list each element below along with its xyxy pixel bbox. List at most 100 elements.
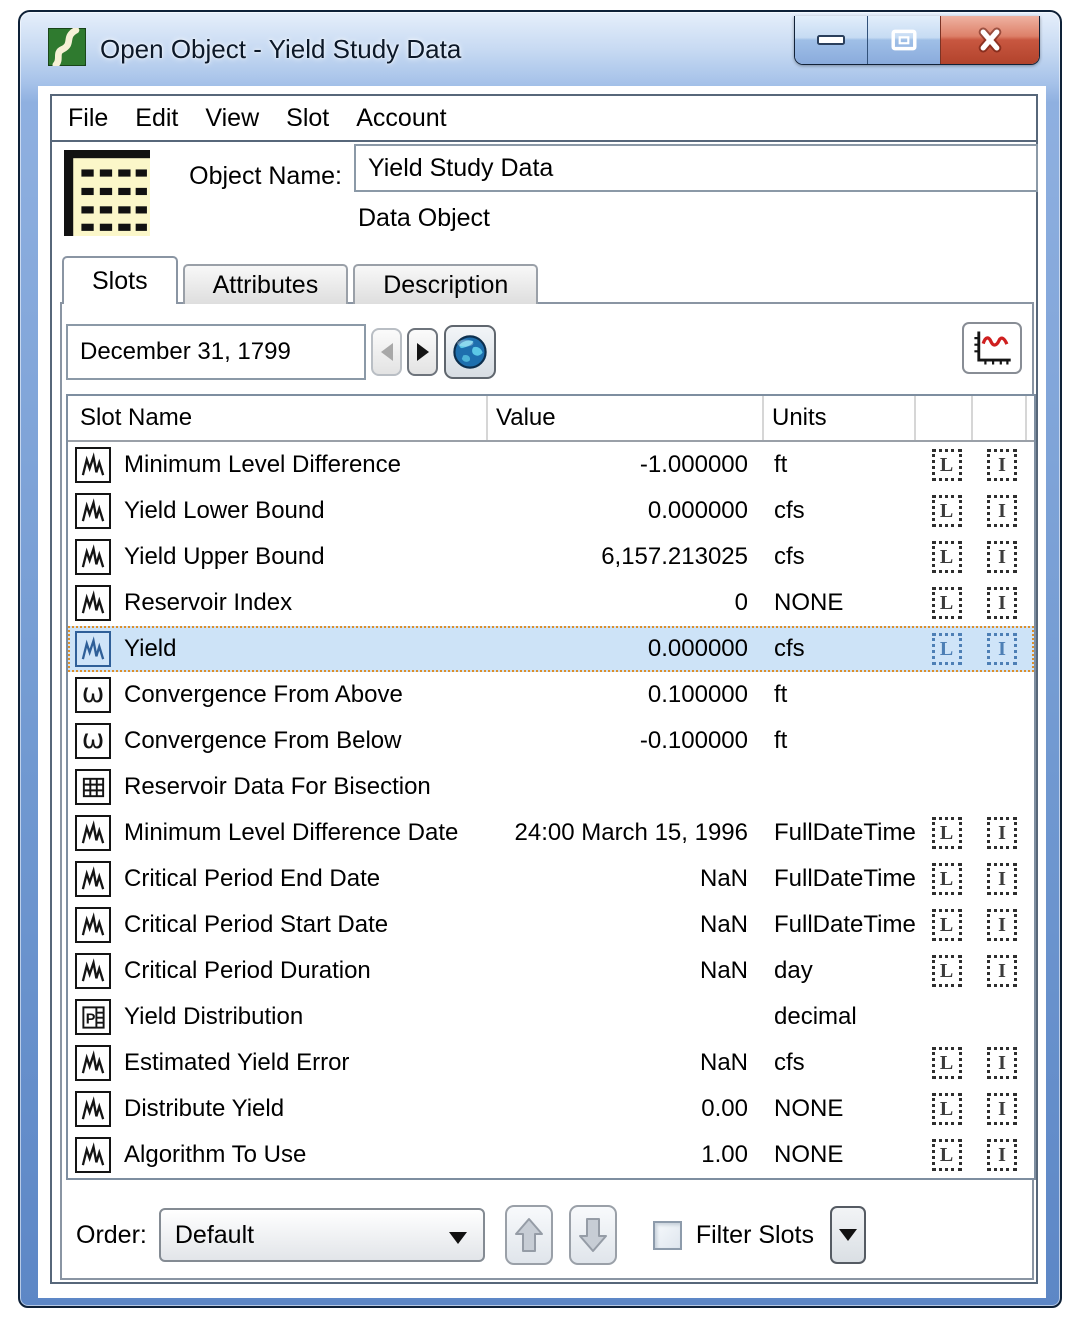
- tab-attributes[interactable]: Attributes: [182, 264, 349, 304]
- flag-l-icon[interactable]: L: [931, 449, 962, 481]
- slot-name-cell: Yield Lower Bound: [70, 493, 490, 529]
- series-slot-icon: [75, 815, 111, 851]
- menu-item-account[interactable]: Account: [356, 103, 447, 132]
- move-slot-down-button[interactable]: [568, 1205, 617, 1265]
- slot-name-text: Yield Lower Bound: [124, 497, 325, 524]
- menu-item-edit[interactable]: Edit: [135, 103, 179, 132]
- flag-l-icon[interactable]: L: [931, 1139, 962, 1171]
- flag-l-icon[interactable]: L: [931, 955, 962, 987]
- flag-l-icon[interactable]: L: [931, 541, 962, 573]
- flag-l-icon[interactable]: L: [931, 817, 962, 849]
- flag-i-icon[interactable]: I: [987, 909, 1017, 941]
- table-row[interactable]: Reservoir Index 0 NONE L I: [68, 580, 1034, 626]
- flag-i-icon[interactable]: I: [987, 1139, 1017, 1171]
- series-slot-icon: [75, 631, 111, 667]
- column-header-slot-name[interactable]: Slot Name: [68, 396, 488, 440]
- flag-i-icon[interactable]: I: [987, 541, 1017, 573]
- series-slot-icon: [75, 585, 111, 621]
- table-row[interactable]: Yield Lower Bound 0.000000 cfs L I: [68, 488, 1034, 534]
- menu-item-view[interactable]: View: [205, 103, 260, 132]
- flag-l-icon[interactable]: L: [931, 909, 962, 941]
- order-dropdown[interactable]: Default: [158, 1208, 485, 1262]
- omega-slot-icon: ω: [75, 723, 111, 759]
- column-header-flag-l[interactable]: [916, 396, 973, 440]
- slots-tab-pane: December 31, 1799: [60, 302, 1036, 1280]
- flag-i-icon[interactable]: I: [987, 955, 1017, 987]
- slot-name-text: Critical Period End Date: [124, 865, 381, 892]
- window-controls: [794, 16, 1040, 65]
- column-header-value[interactable]: Value: [488, 396, 764, 440]
- flag-i-icon[interactable]: I: [987, 449, 1017, 481]
- table-row[interactable]: Distribute Yield 0.00 NONE L I: [68, 1086, 1034, 1132]
- table-row[interactable]: Yield Upper Bound 6,157.213025 cfs L I: [68, 534, 1034, 580]
- menu-item-file[interactable]: File: [68, 103, 109, 132]
- slot-name-cell: Critical Period Duration: [70, 953, 490, 989]
- close-button[interactable]: [941, 16, 1039, 64]
- move-slot-up-button[interactable]: [504, 1205, 553, 1265]
- footer-toolbar: Order: Default: [70, 1200, 1024, 1270]
- periodic-slot-icon: P: [75, 999, 111, 1035]
- omega-slot-icon: ω: [75, 677, 111, 713]
- tab-slots[interactable]: Slots: [62, 256, 178, 304]
- filter-slots-dropdown-button[interactable]: [829, 1206, 866, 1264]
- flag-cell-i: I: [975, 1047, 1029, 1079]
- flag-l-icon[interactable]: L: [931, 633, 962, 665]
- flag-cell-l: L: [918, 449, 975, 481]
- table-row[interactable]: Yield 0.000000 cfs L I: [68, 626, 1034, 672]
- value-cell: NaN: [699, 865, 748, 892]
- flag-l-icon[interactable]: L: [931, 863, 962, 895]
- value-cell: 0.000000: [647, 497, 748, 524]
- client-area: File Edit View Slot Account Ob: [38, 86, 1046, 1298]
- flag-i-icon[interactable]: I: [987, 633, 1017, 665]
- table-row[interactable]: Algorithm To Use 1.00 NONE L I: [68, 1132, 1034, 1178]
- column-header-flag-i[interactable]: [973, 396, 1027, 440]
- column-header-units[interactable]: Units: [764, 396, 916, 440]
- object-name-input[interactable]: Yield Study Data: [354, 144, 1038, 192]
- filter-slots-checkbox[interactable]: [652, 1220, 682, 1250]
- table-row[interactable]: ω Convergence From Above 0.100000 ft: [68, 672, 1034, 718]
- flag-i-icon[interactable]: I: [987, 1093, 1017, 1125]
- table-row[interactable]: Minimum Level Difference -1.000000 ft L I: [68, 442, 1034, 488]
- table-row[interactable]: Critical Period Duration NaN day L I: [68, 948, 1034, 994]
- table-row[interactable]: Critical Period End Date NaN FullDateTime L…: [68, 856, 1034, 902]
- slot-name-text: Yield Upper Bound: [124, 543, 325, 570]
- flag-i-icon[interactable]: I: [987, 495, 1017, 527]
- table-row[interactable]: Reservoir Data For Bisection: [68, 764, 1034, 810]
- global-time-scroll-button[interactable]: [444, 325, 496, 379]
- value-cell: 6,157.213025: [601, 543, 748, 570]
- flag-l-icon[interactable]: L: [931, 1093, 962, 1125]
- flag-l-icon[interactable]: L: [931, 587, 962, 619]
- flag-cell-l: L: [918, 955, 975, 987]
- menu-item-slot[interactable]: Slot: [286, 103, 330, 132]
- maximize-button[interactable]: [868, 16, 941, 64]
- flag-l-icon[interactable]: L: [931, 1047, 962, 1079]
- units-cell: ft: [774, 727, 788, 754]
- value-cell: 0: [734, 589, 748, 616]
- table-row[interactable]: Critical Period Start Date NaN FullDateTim…: [68, 902, 1034, 948]
- plot-slot-button[interactable]: [962, 322, 1022, 374]
- datetime-field[interactable]: December 31, 1799: [66, 324, 366, 380]
- series-slot-icon: [75, 953, 111, 989]
- datetime-value: December 31, 1799: [80, 338, 291, 365]
- titlebar[interactable]: Open Object - Yield Study Data: [20, 12, 1060, 86]
- previous-timestep-button[interactable]: [371, 328, 402, 376]
- table-row[interactable]: ω Convergence From Below -0.100000 ft: [68, 718, 1034, 764]
- flag-i-icon[interactable]: I: [987, 863, 1017, 895]
- slot-name-text: Estimated Yield Error: [124, 1049, 350, 1076]
- table-row[interactable]: Estimated Yield Error NaN cfs L I: [68, 1040, 1034, 1086]
- flag-l-icon[interactable]: L: [931, 495, 962, 527]
- table-row[interactable]: Minimum Level Difference Date 24:00 March…: [68, 810, 1034, 856]
- minimize-button[interactable]: [795, 16, 868, 64]
- flag-i-icon[interactable]: I: [987, 587, 1017, 619]
- flag-cell-l: L: [918, 495, 975, 527]
- tab-description[interactable]: Description: [353, 264, 539, 304]
- next-timestep-button[interactable]: [407, 328, 438, 376]
- table-row[interactable]: P Yield Distribution decimal: [68, 994, 1034, 1040]
- flag-cell-i: I: [975, 633, 1029, 665]
- series-slot-icon: [75, 907, 111, 943]
- flag-cell-l: L: [918, 909, 975, 941]
- units-cell: NONE: [774, 1095, 844, 1122]
- flag-i-icon[interactable]: I: [987, 817, 1017, 849]
- flag-i-icon[interactable]: I: [987, 1047, 1017, 1079]
- value-cell: 24:00 March 15, 1996: [514, 819, 749, 846]
